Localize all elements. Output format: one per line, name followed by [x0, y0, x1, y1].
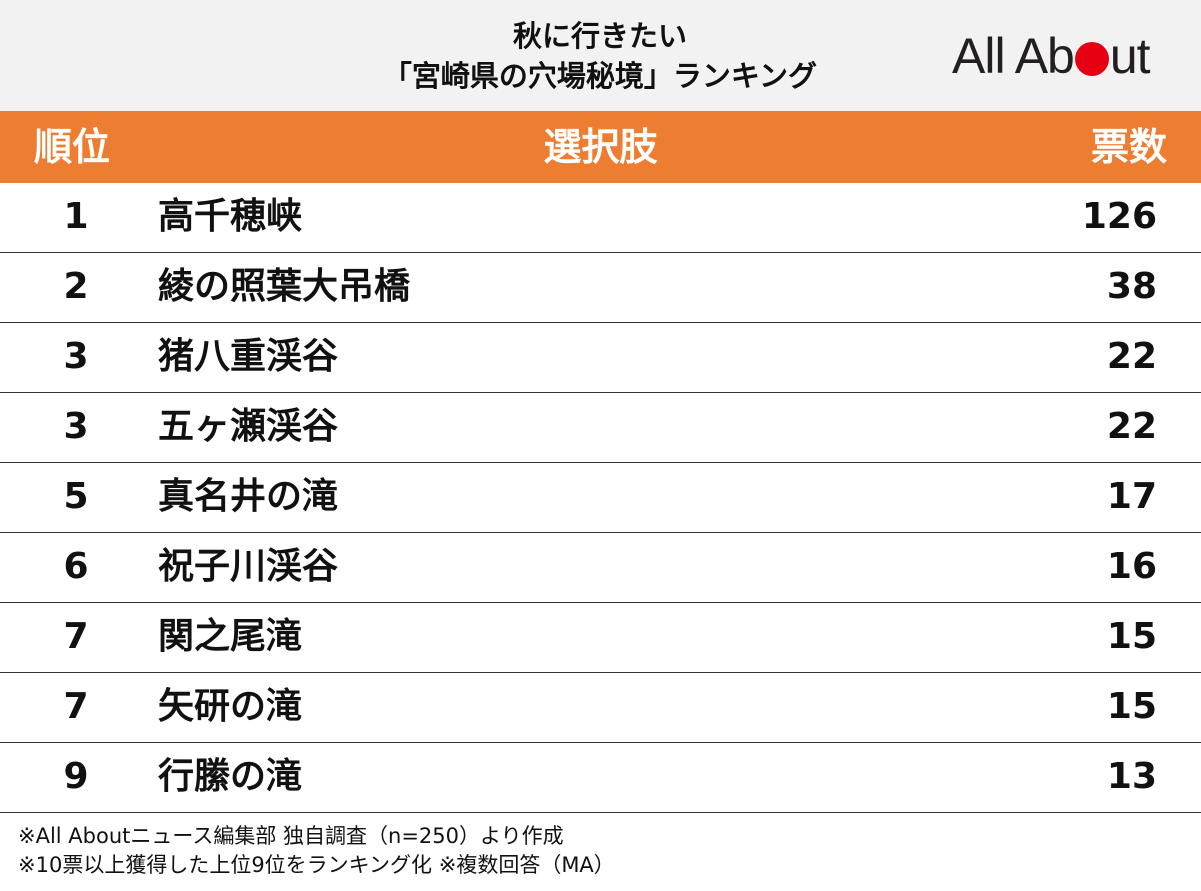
- votes-cell: 22: [1106, 336, 1157, 377]
- column-header-rank: 順位: [34, 125, 111, 169]
- votes-cell: 15: [1106, 616, 1157, 657]
- rank-cell: 3: [63, 336, 89, 377]
- choice-cell: 五ヶ瀬渓谷: [158, 406, 339, 447]
- table-row: 7 関之尾滝 15: [0, 603, 1201, 673]
- logo-red-dot-icon: [1074, 42, 1109, 76]
- votes-cell: 38: [1106, 266, 1157, 307]
- votes-cell: 15: [1106, 686, 1157, 727]
- column-header-choice: 選択肢: [543, 125, 658, 169]
- rank-cell: 5: [63, 476, 89, 517]
- all-about-logo: All Ab ut: [952, 26, 1182, 86]
- rank-cell: 6: [63, 546, 89, 587]
- rank-cell: 7: [63, 616, 89, 657]
- choice-cell: 関之尾滝: [158, 616, 303, 657]
- choice-cell: 矢研の滝: [158, 686, 303, 727]
- choice-cell: 行縢の滝: [158, 756, 303, 797]
- table-row: 3 五ヶ瀬渓谷 22: [0, 393, 1201, 463]
- title-line-1: 秋に行きたい: [512, 19, 687, 53]
- ranking-table-body: 1 高千穂峡 126 2 綾の照葉大吊橋 38 3 猪八重渓谷 22 3 五ヶ瀬渓谷 22 5 真名井の滝…: [0, 183, 1201, 813]
- title-line-2: 「宮崎県の穴場秘境」ランキング: [382, 59, 818, 93]
- votes-cell: 17: [1106, 476, 1157, 517]
- rank-cell: 9: [63, 756, 89, 797]
- title-band: 秋に行きたい 「宮崎県の穴場秘境」ランキング All Ab ut: [0, 0, 1201, 111]
- table-row: 7 矢研の滝 15: [0, 673, 1201, 743]
- column-header-votes: 票数: [1090, 125, 1167, 169]
- table-row: 6 祝子川渓谷 16: [0, 533, 1201, 603]
- table-row: 5 真名井の滝 17: [0, 463, 1201, 533]
- rank-cell: 1: [63, 196, 89, 237]
- choice-cell: 猪八重渓谷: [158, 336, 339, 377]
- column-header-bar: 選択肢 順位 票数: [0, 111, 1201, 183]
- rank-cell: 7: [63, 686, 89, 727]
- footer-notes: ※All Aboutニュース編集部 独自調査（n=250）より作成 ※10票以上…: [18, 822, 615, 880]
- votes-cell: 126: [1081, 196, 1157, 237]
- votes-cell: 16: [1106, 546, 1157, 587]
- footer-note-source: ※All Aboutニュース編集部 独自調査（n=250）より作成: [18, 824, 564, 848]
- choice-cell: 真名井の滝: [158, 476, 339, 517]
- logo-text-suffix: ut: [1109, 28, 1151, 84]
- choice-cell: 綾の照葉大吊橋: [158, 266, 411, 307]
- chart-title: 秋に行きたい 「宮崎県の穴場秘境」ランキング: [300, 16, 900, 96]
- choice-cell: 祝子川渓谷: [158, 546, 339, 587]
- table-row: 2 綾の照葉大吊橋 38: [0, 253, 1201, 323]
- logo-text-prefix: All Ab: [952, 28, 1075, 84]
- choice-cell: 高千穂峡: [158, 196, 303, 237]
- votes-cell: 22: [1106, 406, 1157, 447]
- table-row: 1 高千穂峡 126: [0, 183, 1201, 253]
- rank-cell: 2: [63, 266, 89, 307]
- footer-note-method: ※10票以上獲得した上位9位をランキング化 ※複数回答（MA）: [18, 853, 615, 877]
- rank-cell: 3: [63, 406, 89, 447]
- table-row: 9 行縢の滝 13: [0, 743, 1201, 813]
- votes-cell: 13: [1106, 756, 1157, 797]
- table-row: 3 猪八重渓谷 22: [0, 323, 1201, 393]
